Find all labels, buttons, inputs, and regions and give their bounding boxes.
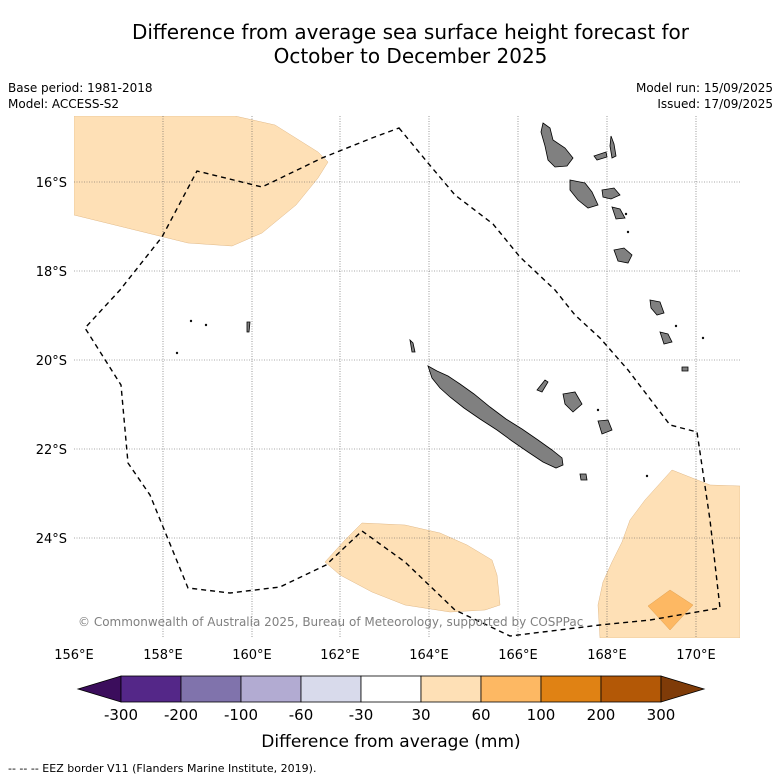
vanuatu-aneityum (659, 331, 673, 345)
vanuatu-efate (601, 187, 621, 200)
colorbar-segment (240, 675, 302, 703)
lon-tick: 170°E (676, 648, 716, 663)
colorbar-label: Difference from average (mm) (261, 732, 520, 752)
colorbar-extend-high (660, 675, 706, 703)
islet-8 (596, 408, 600, 412)
colorbar-tick: -60 (289, 706, 314, 724)
colorbar-tick: 200 (587, 706, 616, 724)
anomaly-area-northwest (74, 116, 329, 247)
vanuatu-pentecost (609, 135, 617, 159)
vanuatu-espiritu-santo (540, 122, 574, 168)
islet-2 (204, 323, 208, 327)
colorbar-segment (360, 675, 422, 703)
colorbar-tick: 60 (471, 706, 490, 724)
colorbar-extend-low (76, 675, 122, 703)
anomaly-core-southeast (647, 589, 694, 631)
eez-legend-footer: -- -- -- EEZ border V11 (Flanders Marine… (8, 762, 317, 775)
islet-5 (701, 336, 705, 340)
loyalty-mare (597, 419, 613, 435)
map-title: Difference from average sea surface heig… (40, 20, 781, 68)
chesterfield-reef (246, 321, 251, 333)
metadata-left: Base period: 1981-2018 Model: ACCESS-S2 (8, 80, 153, 112)
title-line-1: Difference from average sea surface heig… (131, 20, 690, 44)
colorbar-segment (480, 675, 542, 703)
colorbar-segment (180, 675, 242, 703)
colorbar-tick: -30 (349, 706, 374, 724)
lon-tick: 166°E (498, 648, 538, 663)
colorbar-tick: -200 (164, 706, 198, 724)
isle-of-pines (579, 473, 588, 481)
lat-tick: 18°S (36, 265, 67, 280)
colorbar-segment (600, 675, 662, 703)
model-run: Model run: 15/09/2025 (635, 81, 773, 95)
loyalty-ouvea (536, 379, 549, 393)
lat-tick: 16°S (36, 176, 67, 191)
islet-4 (674, 324, 678, 328)
vanuatu-epi (611, 206, 626, 220)
metadata-right: Model run: 15/09/2025 Issued: 17/09/2025 (636, 80, 773, 112)
islet-3 (175, 351, 179, 355)
anomaly-area-south (324, 522, 501, 613)
model-name: Model: ACCESS-S2 (8, 97, 120, 111)
colorbar-segment (120, 675, 182, 703)
latitude-ticks: 16°S 18°S 20°S 22°S 24°S (36, 176, 67, 547)
colorbar-tick: -300 (104, 706, 138, 724)
colorbar-tick: 300 (647, 706, 676, 724)
title-line-2: October to December 2025 (273, 44, 548, 68)
vanuatu-erromango (613, 247, 633, 264)
base-period: Base period: 1981-2018 (8, 81, 153, 95)
lon-tick: 168°E (587, 648, 627, 663)
matthew-island (681, 366, 689, 372)
colorbar-segment (300, 675, 362, 703)
anomaly-area-southeast (597, 469, 740, 638)
longitude-ticks: 156°E 158°E 160°E 162°E 164°E 166°E 168°… (54, 648, 716, 663)
land-masses (175, 122, 705, 481)
eez-border (84, 127, 721, 637)
islet-1 (189, 319, 193, 323)
copyright-notice: © Commonwealth of Australia 2025, Bureau… (78, 615, 583, 629)
islet-6 (624, 212, 628, 216)
lon-tick: 160°E (232, 648, 272, 663)
lat-tick: 20°S (36, 354, 67, 369)
vanuatu-ambae (593, 151, 608, 161)
issued-date: Issued: 17/09/2025 (657, 97, 773, 111)
colorbar-tick: 100 (527, 706, 556, 724)
lon-tick: 164°E (409, 648, 449, 663)
lat-tick: 24°S (36, 532, 67, 547)
anomaly-fields (74, 116, 740, 638)
gridlines (74, 116, 740, 638)
vanuatu-tanna (649, 299, 665, 316)
islet-9 (645, 474, 649, 478)
colorbar-tick: -100 (224, 706, 258, 724)
islet-7 (626, 230, 630, 234)
vanuatu-malekula (569, 179, 599, 209)
lon-tick: 156°E (54, 648, 94, 663)
colorbar-segment (540, 675, 602, 703)
loyalty-lifou (562, 391, 583, 413)
lat-tick: 22°S (36, 443, 67, 458)
colorbar: -300 -200 -100 -60 -30 30 60 100 200 300 (76, 675, 706, 724)
lon-tick: 158°E (143, 648, 183, 663)
lon-tick: 162°E (320, 648, 360, 663)
belep-islands (409, 338, 416, 353)
colorbar-segment (420, 675, 482, 703)
new-caledonia-island (427, 365, 564, 469)
colorbar-tick: 30 (411, 706, 430, 724)
